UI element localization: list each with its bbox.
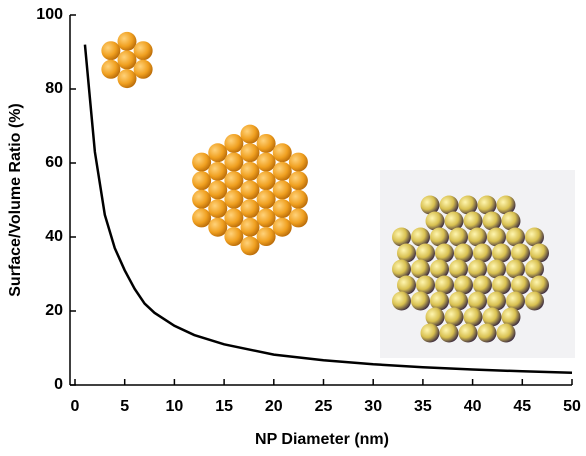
sphere: [192, 190, 211, 209]
sphere: [440, 324, 459, 343]
sphere: [208, 143, 227, 162]
x-tick-label: 35: [414, 398, 432, 415]
sphere: [241, 199, 260, 218]
sphere: [483, 212, 502, 231]
y-tick-label: 40: [45, 228, 63, 245]
sphere: [289, 153, 308, 172]
sphere: [273, 143, 292, 162]
sphere: [289, 208, 308, 227]
sphere: [289, 190, 308, 209]
y-tick-label: 60: [45, 154, 63, 171]
sphere: [118, 32, 137, 51]
x-axis-label: NP Diameter (nm): [255, 431, 389, 448]
sphere: [257, 153, 276, 172]
sphere: [478, 324, 497, 343]
sphere: [224, 153, 243, 172]
sphere: [459, 324, 478, 343]
sphere: [289, 171, 308, 190]
y-tick-label: 20: [45, 302, 63, 319]
sphere: [257, 190, 276, 209]
sphere: [224, 171, 243, 190]
sphere: [241, 218, 260, 237]
sphere: [468, 292, 487, 311]
page: {"chart_data": {"type": "line", "x_label…: [0, 0, 586, 456]
sphere: [257, 227, 276, 246]
sphere: [525, 292, 544, 311]
sphere: [392, 292, 411, 311]
sphere: [192, 171, 211, 190]
sphere: [241, 236, 260, 255]
sphere: [430, 292, 449, 311]
sphere: [273, 199, 292, 218]
sphere: [118, 51, 137, 70]
sphere: [241, 162, 260, 181]
sphere: [118, 69, 137, 88]
sphere: [241, 181, 260, 200]
sphere: [192, 208, 211, 227]
sphere: [426, 212, 445, 231]
x-tick-label: 0: [71, 398, 80, 415]
x-tick-label: 25: [315, 398, 333, 415]
sphere: [273, 181, 292, 200]
sphere: [134, 60, 153, 79]
sphere: [101, 41, 120, 60]
sphere: [224, 134, 243, 153]
sphere: [497, 324, 516, 343]
sphere: [208, 218, 227, 237]
sphere: [208, 181, 227, 200]
y-tick-label: 100: [36, 6, 63, 23]
sphere: [506, 292, 525, 311]
sphere: [421, 324, 440, 343]
y-tick-label: 0: [54, 376, 63, 393]
sphere: [101, 60, 120, 79]
x-tick-label: 30: [364, 398, 382, 415]
sphere: [273, 218, 292, 237]
sphere: [224, 190, 243, 209]
sphere: [411, 292, 430, 311]
x-tick-label: 15: [215, 398, 233, 415]
chart: NP Diameter (nm) Surface/Volume Ratio (%…: [0, 0, 586, 456]
sphere: [464, 212, 483, 231]
sphere: [224, 208, 243, 227]
x-tick-label: 20: [265, 398, 283, 415]
sphere: [134, 41, 153, 60]
sphere: [257, 171, 276, 190]
y-axis-label: Surface/Volume Ratio (%): [7, 103, 24, 297]
sphere: [487, 292, 506, 311]
sphere: [208, 199, 227, 218]
x-tick-label: 5: [120, 398, 129, 415]
sphere: [502, 212, 521, 231]
x-tick-label: 45: [513, 398, 531, 415]
sphere: [257, 134, 276, 153]
sphere: [449, 292, 468, 311]
y-tick-label: 80: [45, 80, 63, 97]
sphere: [208, 162, 227, 181]
sphere: [224, 227, 243, 246]
sphere: [241, 125, 260, 144]
sphere: [257, 208, 276, 227]
sphere: [192, 153, 211, 172]
x-tick-label: 10: [166, 398, 184, 415]
sphere: [445, 212, 464, 231]
x-tick-label: 50: [563, 398, 581, 415]
sphere: [241, 143, 260, 162]
x-tick-label: 40: [464, 398, 482, 415]
sphere: [273, 162, 292, 181]
